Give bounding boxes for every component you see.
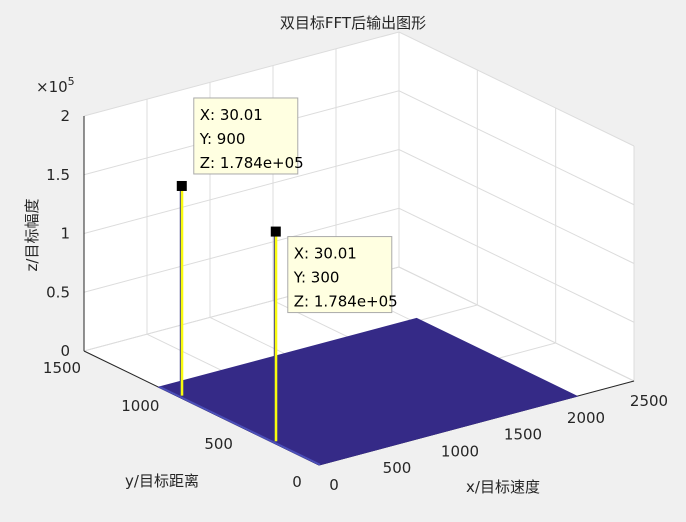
- x-tick-label: 2500: [630, 392, 668, 410]
- datatip-line: Z: 1.784e+05: [200, 154, 304, 172]
- peaks-layer: [179, 185, 278, 442]
- y-axis-label: y/目标距离: [125, 472, 199, 490]
- datatip-2[interactable]: X: 30.01 Y: 300 Z: 1.784e+05: [270, 226, 398, 314]
- x-tick-label: 0: [329, 476, 339, 494]
- z-tick-label: 2: [60, 107, 70, 125]
- z-tick-label: 1: [60, 225, 70, 243]
- y-tick-label: 0: [292, 473, 302, 491]
- x-tick-label: 500: [383, 459, 412, 477]
- z-axis-label: z/目标幅度: [23, 199, 41, 272]
- z-tick-label: 0: [60, 342, 70, 360]
- datatip-marker: [176, 180, 187, 191]
- surface-ridge: [159, 386, 321, 466]
- z-tick-label: 0.5: [46, 283, 70, 301]
- grid-line-z: [83, 266, 635, 382]
- grid-line-z: [83, 148, 635, 264]
- datatip-line: Z: 1.784e+05: [294, 293, 398, 311]
- x-tick-label: 1500: [504, 426, 542, 444]
- datatip-marker: [270, 226, 281, 237]
- x-tick-label: 1000: [441, 442, 479, 460]
- datatip-line: Y: 300: [293, 269, 340, 287]
- datatips-layer[interactable]: X: 30.01 Y: 900 Z: 1.784e+05 X: 30.01 Y: 300…: [176, 97, 398, 314]
- z-tick-label: 1.5: [46, 166, 70, 184]
- y-tick-label: 1500: [43, 359, 81, 377]
- datatip-box: [287, 236, 393, 314]
- datatip-box: [193, 97, 299, 175]
- y-tick-label: 500: [204, 435, 233, 453]
- datatip-line: X: 30.01: [294, 245, 357, 263]
- surface-mesh: [157, 317, 579, 466]
- x-tick-label: 2000: [567, 409, 605, 427]
- x-axis-label: x/目标速度: [466, 478, 540, 496]
- chart-title: 双目标FFT后输出图形: [280, 14, 426, 32]
- y-tick-label: 1000: [121, 397, 159, 415]
- grid-line-z: [83, 90, 635, 206]
- tick-labels: 0500100015002000250005001000150000.511.5…: [43, 107, 668, 494]
- grid-line-z: [83, 31, 635, 147]
- datatip-1[interactable]: X: 30.01 Y: 900 Z: 1.784e+05: [176, 97, 304, 191]
- z-exponent: ×105: [36, 75, 75, 96]
- grid-line-z: [83, 207, 635, 323]
- datatip-line: X: 30.01: [200, 106, 263, 124]
- datatip-line: Y: 900: [199, 130, 246, 148]
